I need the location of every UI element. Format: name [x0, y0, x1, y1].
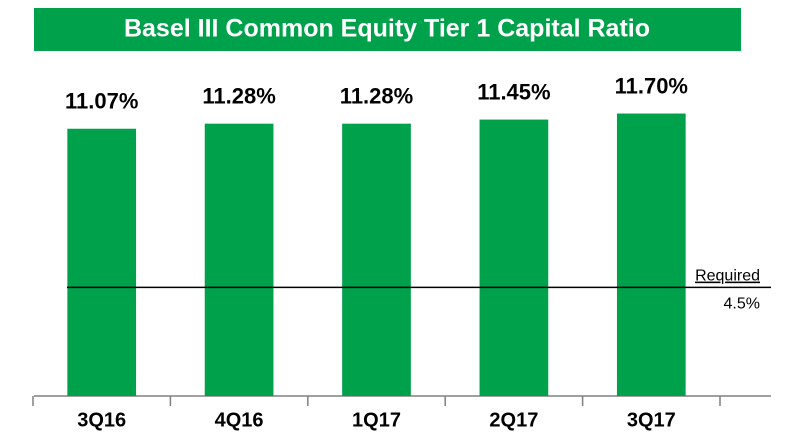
x-tick-label: 2Q17 — [489, 409, 538, 431]
x-tick-label: 1Q17 — [352, 409, 401, 431]
reference-value-label: 4.5% — [724, 296, 760, 313]
title-banner — [34, 8, 741, 51]
bar — [67, 128, 137, 396]
value-label: 11.07% — [65, 89, 138, 114]
value-label: 11.28% — [202, 83, 275, 108]
bar — [479, 119, 549, 397]
value-label: 11.28% — [340, 83, 413, 108]
chart-title: Basel III Common Equity Tier 1 Capital R… — [124, 15, 650, 43]
bar — [342, 123, 411, 396]
value-label: 11.70% — [615, 73, 688, 98]
x-tick-label: 3Q16 — [77, 409, 126, 431]
value-label: 11.45% — [477, 79, 550, 104]
x-tick-label: 3Q17 — [627, 409, 676, 431]
reference-label: Required — [695, 268, 760, 285]
bar — [204, 123, 274, 396]
bar — [616, 113, 686, 397]
x-tick-label: 4Q16 — [215, 409, 264, 431]
